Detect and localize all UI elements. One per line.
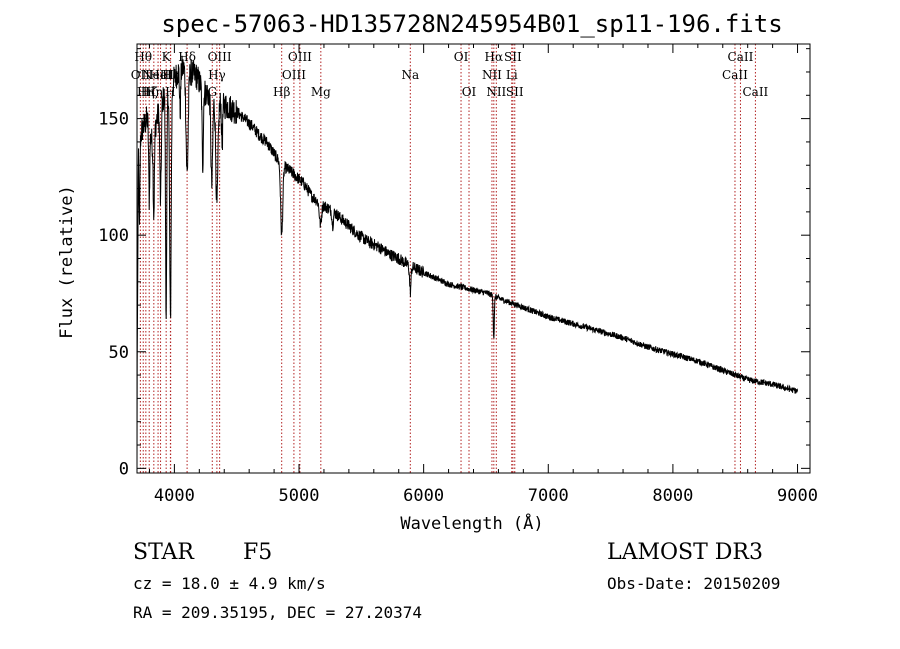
- line-marker-label: SII: [506, 85, 524, 99]
- observation-date: Obs-Date: 20150209: [607, 574, 781, 593]
- line-marker-label: Hη: [137, 85, 155, 99]
- y-tick-label: 0: [119, 459, 129, 479]
- line-marker-label: OIII: [208, 50, 232, 64]
- line-marker-label: Mg: [311, 85, 331, 99]
- x-tick-label: 4000: [154, 486, 195, 506]
- line-marker-label: CaII: [728, 50, 754, 64]
- object-subclass: F5: [243, 540, 273, 565]
- x-tick-label: 8000: [652, 486, 693, 506]
- y-axis-ticks: 0 50 100 150: [98, 48, 810, 479]
- line-marker-label: Hζ: [141, 85, 158, 99]
- y-tick-label: 100: [98, 226, 129, 246]
- line-marker-labels: OIIHθHηHζHηNeIIIHeIKHHεHδGHγOIIIHβOIIIOI…: [131, 50, 769, 99]
- line-marker-label: CaII: [722, 68, 748, 82]
- survey-name: LAMOST DR3: [607, 540, 763, 565]
- line-marker-label: CaII: [742, 85, 768, 99]
- line-marker-label: H: [165, 85, 175, 99]
- x-tick-label: 9000: [777, 486, 818, 506]
- line-marker-label: OII: [131, 68, 151, 82]
- object-class: STAR: [133, 540, 194, 565]
- y-tick-label: 150: [98, 110, 129, 130]
- coordinates-readout: RA = 209.35195, DEC = 27.20374: [133, 603, 422, 622]
- line-marker-label: NII: [482, 68, 502, 82]
- line-marker-label: OI: [462, 85, 477, 99]
- line-marker-label: SII: [504, 50, 522, 64]
- line-marker-label: OIII: [288, 50, 312, 64]
- line-marker-label: Hα: [485, 50, 504, 64]
- line-marker-label: Hβ: [273, 85, 290, 99]
- redshift-readout: cz = 18.0 ± 4.9 km/s: [133, 574, 326, 593]
- line-marker-label: Na: [401, 68, 419, 82]
- x-axis-ticks: 4000 5000 6000 7000 8000 9000: [148, 44, 818, 506]
- line-marker-label: Hη: [145, 85, 163, 99]
- line-marker-label: HeI: [149, 68, 172, 82]
- x-axis-label: Wavelength (Å): [400, 512, 543, 534]
- chart-title: spec-57063-HD135728N245954B01_sp11-196.f…: [161, 10, 782, 38]
- line-marker-label: Hθ: [134, 50, 152, 64]
- line-marker-label: G: [207, 85, 217, 99]
- line-marker-label: Li: [506, 68, 518, 82]
- y-axis-label: Flux (relative): [57, 185, 77, 339]
- x-tick-label: 7000: [528, 486, 569, 506]
- spectrum-line: [136, 55, 798, 469]
- line-marker-label: OIII: [282, 68, 306, 82]
- x-tick-label: 5000: [279, 486, 320, 506]
- x-tick-label: 6000: [403, 486, 444, 506]
- y-tick-label: 50: [109, 343, 129, 363]
- line-marker-label: Hγ: [208, 68, 226, 82]
- line-marker-label: OI: [454, 50, 469, 64]
- line-marker-label: K: [162, 50, 172, 64]
- line-marker-label: NII: [486, 85, 506, 99]
- line-marker-label: NeIII: [142, 68, 174, 82]
